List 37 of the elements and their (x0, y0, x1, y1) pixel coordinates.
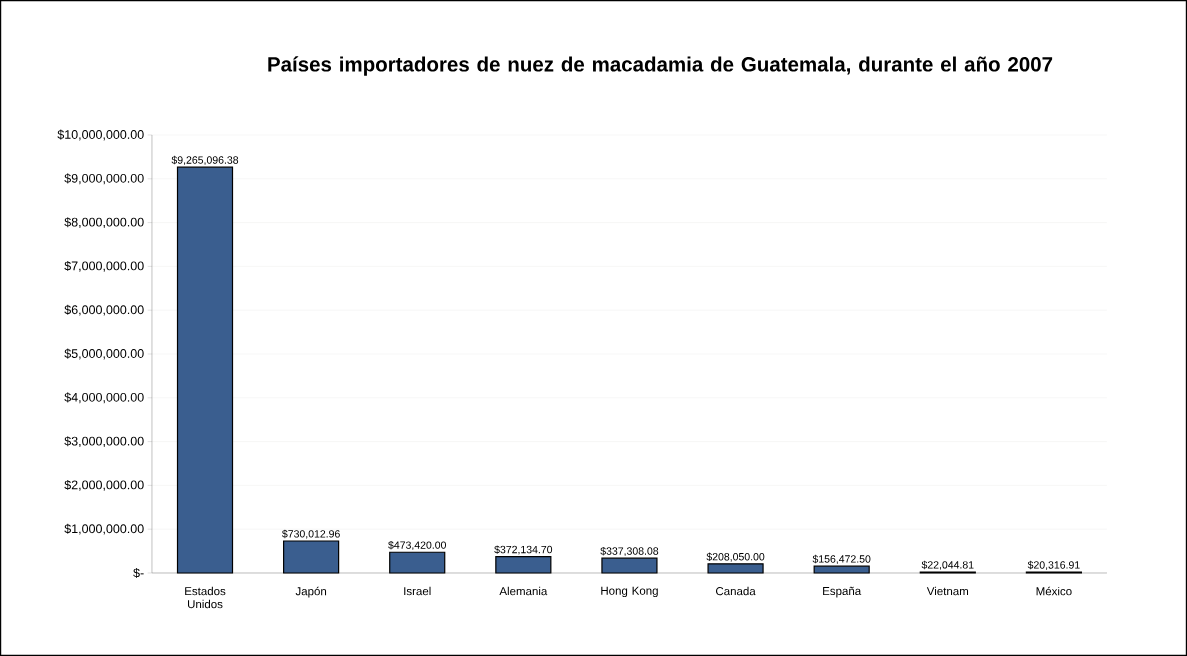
bar (813, 565, 870, 574)
x-tick-label: Israel (404, 586, 431, 596)
data-label: $22,044.81 (921, 560, 974, 570)
x-tick-label: Estados Unidos (185, 586, 226, 609)
x-tick-label: México (1036, 586, 1072, 596)
bar (707, 563, 764, 574)
y-tick-label: $4,000,000.00 (64, 392, 144, 404)
y-tick-label: $7,000,000.00 (64, 260, 144, 272)
y-tick-label: $6,000,000.00 (64, 304, 144, 316)
data-label: $20,316.91 (1027, 560, 1080, 570)
x-tick-label: Alemania (499, 586, 548, 596)
chart-title: Países importadores de nuez de macadamia de Guatemala, durante el año 2007 (268, 56, 1053, 76)
y-tick-label: $8,000,000.00 (64, 217, 144, 228)
data-label: $208,050.00 (706, 552, 765, 562)
data-label: $372,134.70 (494, 545, 553, 555)
x-tick-label: Canada (716, 586, 756, 596)
y-tick-label: $5,000,000.00 (64, 348, 144, 360)
bar (495, 556, 552, 574)
data-label: $337,308.08 (600, 546, 659, 557)
y-tick-label: $- (133, 567, 144, 579)
bar (283, 540, 340, 574)
data-label: $730,012.96 (282, 529, 340, 539)
bar (389, 551, 446, 574)
data-label: $473,420.00 (388, 540, 446, 551)
x-tick-label: Japón (295, 586, 327, 598)
y-tick-label: $9,000,000.00 (64, 173, 144, 185)
y-tick-label: $3,000,000.00 (64, 436, 144, 447)
x-tick-label: España (823, 586, 862, 598)
bar (176, 166, 234, 574)
y-tick-label: $10,000,000.00 (57, 129, 144, 141)
x-tick-label: Hong Kong (601, 586, 658, 598)
data-label: $156,472.50 (812, 554, 871, 564)
x-tick-label: Vietnam (926, 586, 969, 596)
bar (601, 557, 658, 574)
y-tick-label: $1,000,000.00 (64, 523, 144, 535)
y-tick-label: $2,000,000.00 (64, 479, 144, 491)
data-label: $9,265,096.38 (171, 155, 239, 165)
